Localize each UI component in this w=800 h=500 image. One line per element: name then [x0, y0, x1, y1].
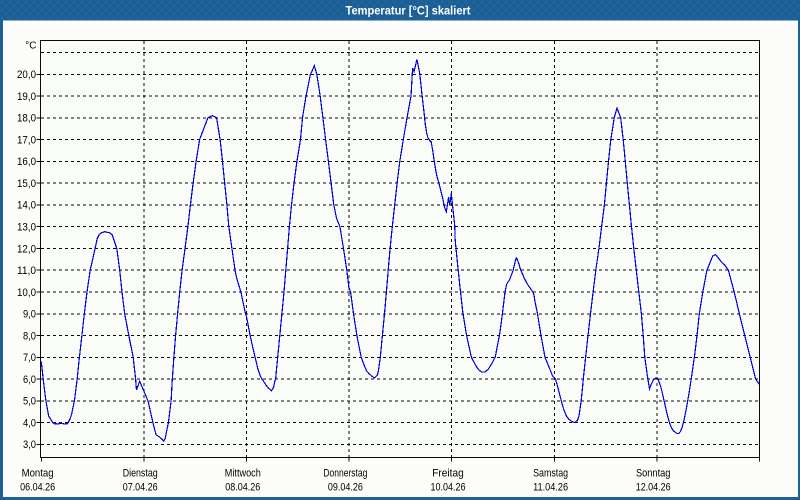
- svg-text:15,0: 15,0: [17, 178, 36, 190]
- svg-text:5,0: 5,0: [23, 396, 36, 408]
- svg-text:14,0: 14,0: [17, 200, 36, 212]
- svg-text:11,0: 11,0: [17, 265, 36, 277]
- svg-text:Temperatur [°C] skaliert: Temperatur [°C] skaliert: [346, 4, 471, 18]
- svg-text:12,0: 12,0: [17, 243, 36, 255]
- svg-text:20,0: 20,0: [17, 69, 36, 81]
- svg-text:11.04.26: 11.04.26: [533, 482, 568, 494]
- svg-text:12.04.26: 12.04.26: [636, 482, 671, 494]
- svg-text:9,0: 9,0: [23, 309, 36, 321]
- svg-text:Samstag: Samstag: [533, 468, 568, 480]
- svg-text:°C: °C: [25, 39, 37, 51]
- svg-text:8,0: 8,0: [23, 330, 36, 342]
- svg-text:08.04.26: 08.04.26: [225, 482, 260, 494]
- svg-text:17,0: 17,0: [17, 134, 36, 146]
- svg-text:7,0: 7,0: [23, 352, 36, 364]
- svg-text:Donnerstag: Donnerstag: [323, 468, 367, 480]
- svg-text:Mittwoch: Mittwoch: [225, 468, 261, 480]
- svg-text:10.04.26: 10.04.26: [431, 482, 466, 494]
- svg-text:16,0: 16,0: [17, 156, 36, 168]
- svg-text:09.04.26: 09.04.26: [328, 482, 363, 494]
- svg-text:Freitag: Freitag: [432, 468, 464, 480]
- svg-text:3,0: 3,0: [23, 439, 36, 451]
- svg-text:4,0: 4,0: [23, 417, 36, 429]
- svg-text:10,0: 10,0: [17, 287, 36, 299]
- svg-text:Sonntag: Sonntag: [636, 468, 671, 480]
- svg-text:18,0: 18,0: [17, 113, 36, 125]
- svg-text:Montag: Montag: [22, 468, 54, 480]
- svg-text:Dienstag: Dienstag: [123, 468, 158, 480]
- svg-text:19,0: 19,0: [17, 91, 36, 103]
- svg-text:6,0: 6,0: [23, 374, 36, 386]
- svg-text:13,0: 13,0: [17, 222, 36, 234]
- svg-text:07.04.26: 07.04.26: [123, 482, 158, 494]
- svg-text:06.04.26: 06.04.26: [20, 482, 55, 494]
